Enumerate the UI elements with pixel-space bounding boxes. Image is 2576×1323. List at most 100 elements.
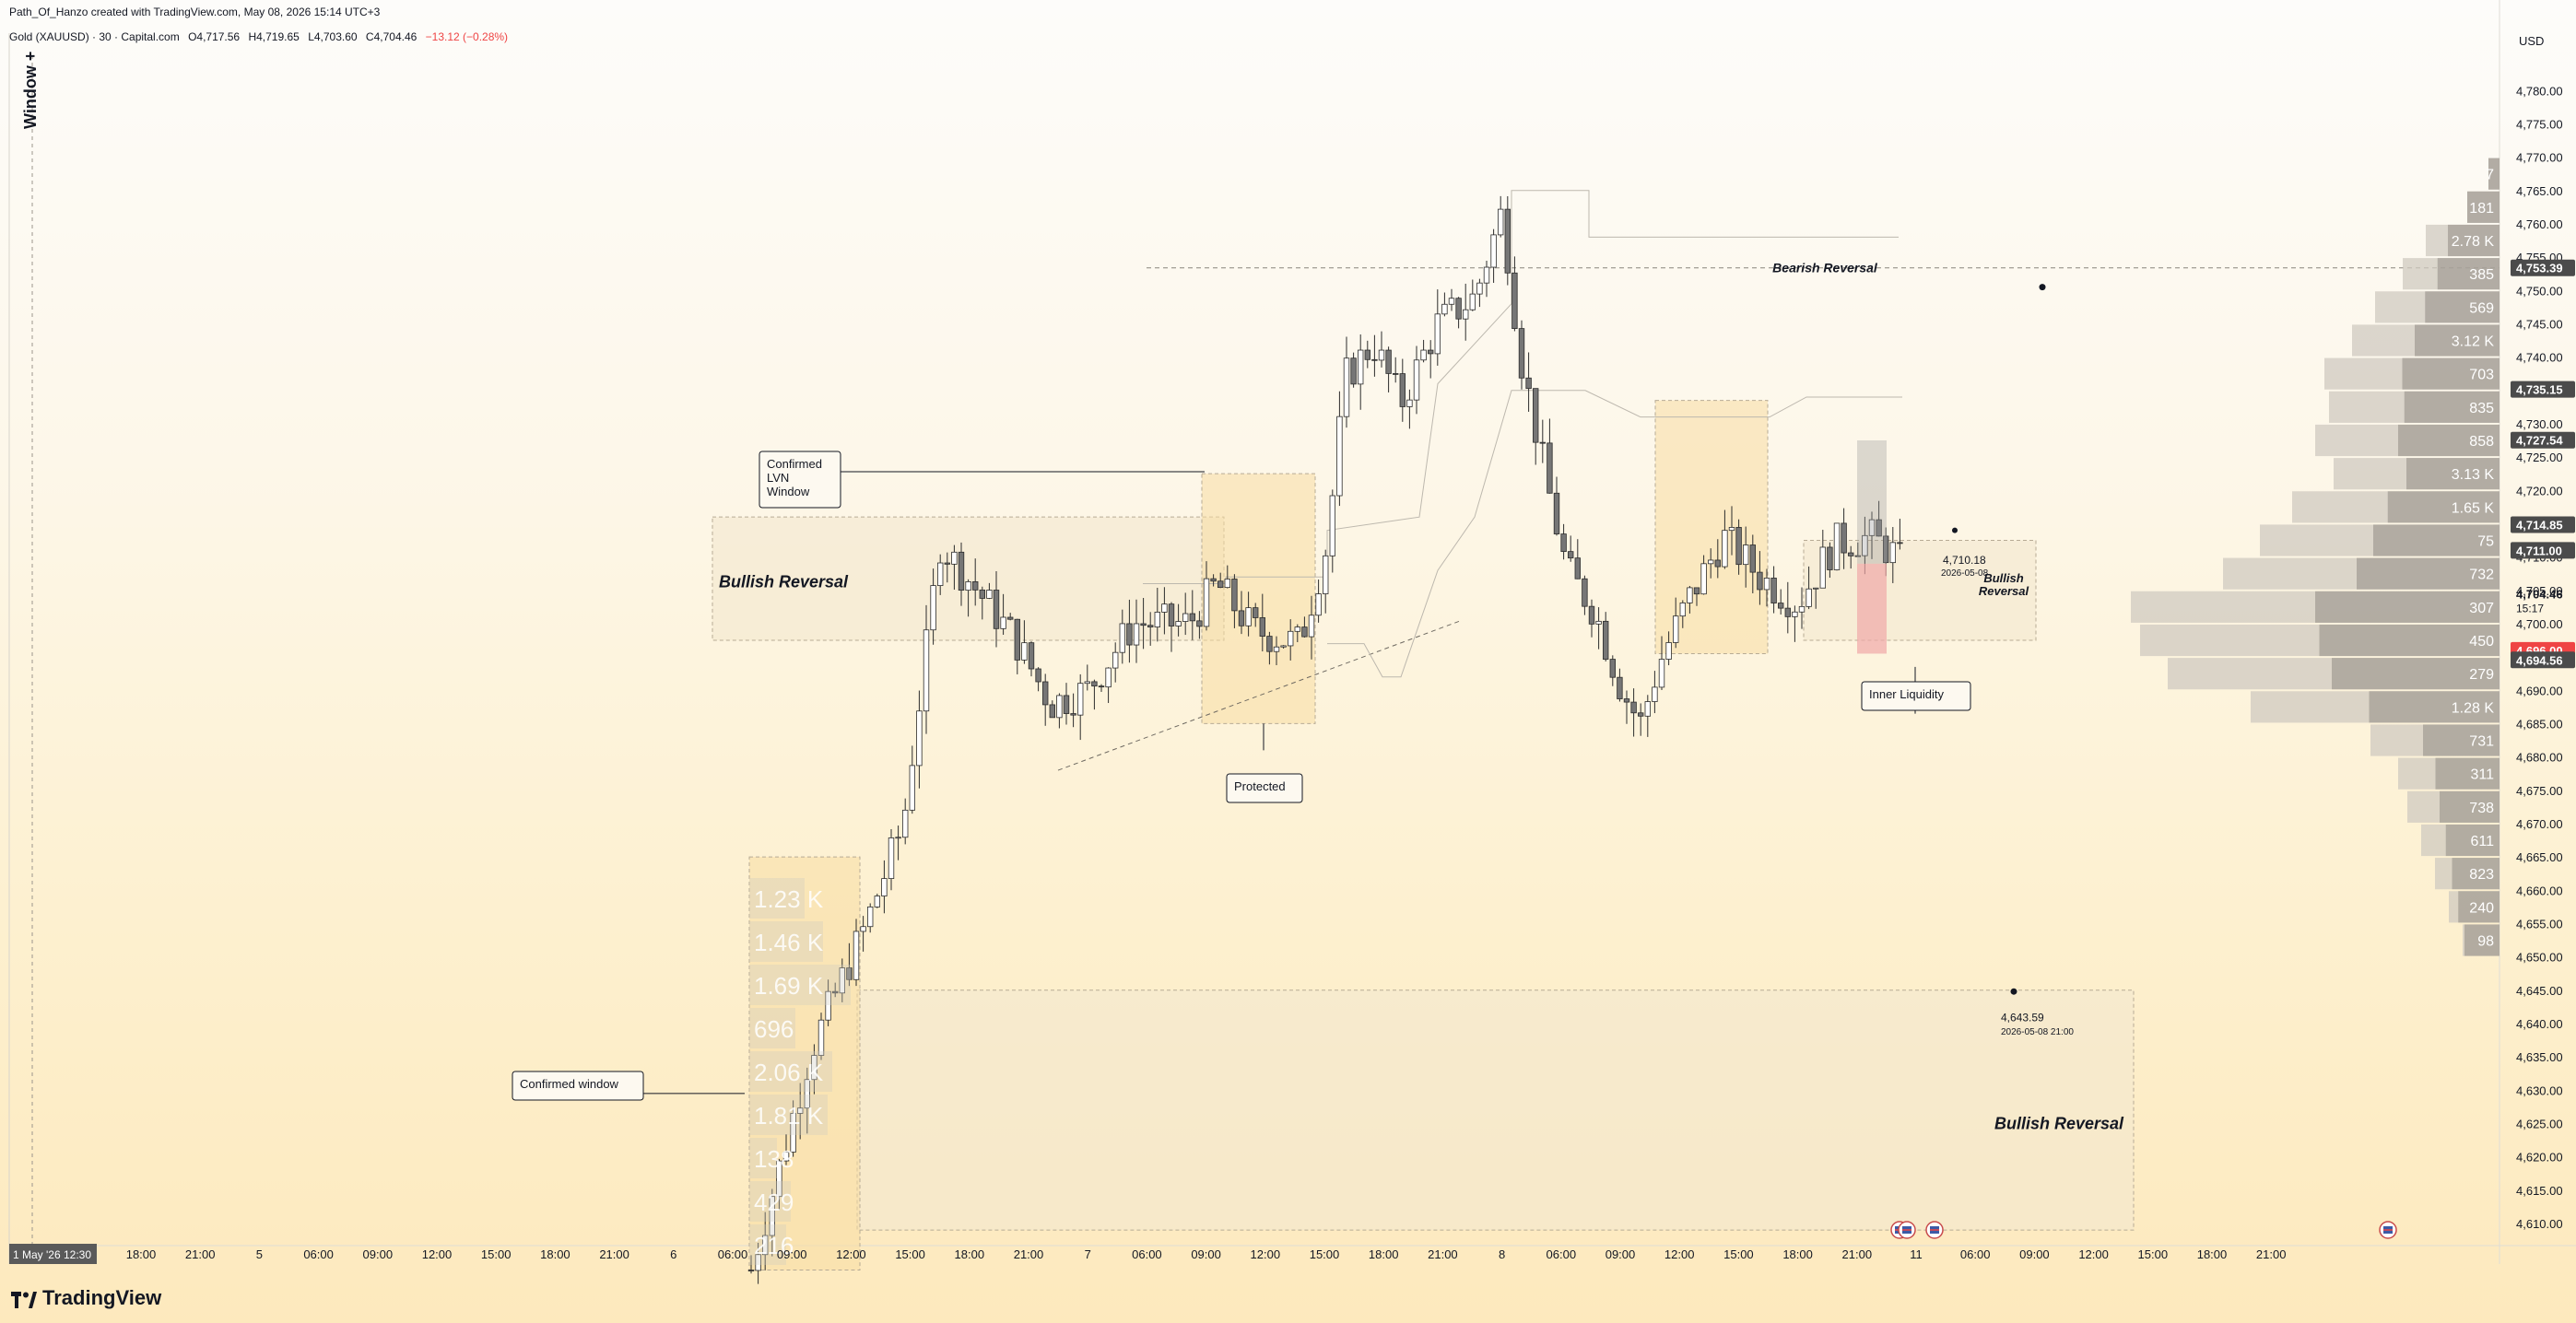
protected-label: Protected: [1226, 773, 1303, 803]
candle: [867, 903, 874, 933]
price-tick: 4,780.00: [2516, 84, 2563, 98]
candle: [930, 568, 936, 645]
candle: [769, 1188, 775, 1257]
candle: [1196, 611, 1203, 639]
candle: [1364, 340, 1370, 369]
candle: [909, 745, 915, 814]
vp-volume-label: 1.46 K: [754, 929, 824, 956]
candle: [1161, 587, 1168, 635]
economic-event-icon[interactable]: [1925, 1221, 1944, 1239]
price-tick: 4,705.00: [2516, 584, 2563, 598]
candle-body: [951, 551, 958, 565]
price-label-text: 4,714.85: [2516, 519, 2563, 533]
vp-bar-total: [749, 1224, 786, 1265]
candle: [1231, 574, 1238, 628]
candle: [1077, 673, 1084, 741]
candle: [923, 604, 930, 734]
candle-body: [916, 710, 923, 767]
candle: [1308, 595, 1315, 660]
candle: [1728, 506, 1735, 556]
price-tick: 4,665.00: [2516, 850, 2563, 864]
price-tick: 4,640.00: [2516, 1017, 2563, 1031]
candle-body: [1568, 551, 1574, 559]
time-tick: 15:00: [1723, 1247, 1754, 1261]
symbol-name[interactable]: Gold (XAUUSD) · 30 · Capital.com: [9, 30, 180, 43]
candle-body: [1196, 620, 1203, 627]
candle-body: [1448, 298, 1455, 305]
candle: [1378, 331, 1385, 368]
candle: [881, 860, 888, 914]
candle: [1574, 539, 1581, 580]
price-tick: 4,655.00: [2516, 917, 2563, 931]
candle-body: [965, 581, 971, 591]
label-text: Confirmed: [767, 457, 822, 471]
candle: [944, 552, 950, 583]
candle-body: [1091, 681, 1098, 687]
point-b-dot: [2010, 988, 2017, 995]
price-label-bg: [2511, 542, 2575, 559]
price-tick: 4,685.00: [2516, 717, 2563, 731]
candle-body: [762, 1235, 769, 1256]
candle: [1021, 620, 1028, 664]
candle-body: [867, 906, 874, 928]
candle-body: [909, 765, 915, 811]
time-tick: 09:00: [1191, 1247, 1221, 1261]
candle-body: [1665, 642, 1672, 660]
candle-body: [747, 1270, 755, 1271]
vp-bar-delta: [2406, 458, 2500, 490]
candle-body: [1778, 603, 1784, 609]
vp-bar-delta: [2445, 824, 2500, 857]
price-tick: 4,625.00: [2516, 1117, 2563, 1130]
candle-body: [1259, 617, 1265, 637]
price-tick: 4,645.00: [2516, 984, 2563, 998]
candle-body: [1147, 625, 1154, 627]
candle: [817, 1013, 825, 1060]
time-tick: 8: [1499, 1247, 1505, 1261]
candle-body: [1140, 623, 1147, 626]
volume-profile-bar: 3.12 K: [2352, 324, 2500, 357]
vp-volume-label: 311: [2470, 767, 2494, 783]
candle-body: [1714, 559, 1721, 568]
price-label: 4,694.56: [2511, 651, 2575, 669]
vp-bar-total: [749, 878, 805, 919]
economic-event-icon[interactable]: [1898, 1221, 1916, 1239]
window-toggle-label[interactable]: Window +: [21, 51, 40, 129]
candle-body: [1483, 266, 1490, 284]
candle: [916, 690, 923, 789]
candle: [1638, 703, 1644, 736]
candle: [832, 982, 839, 998]
vp-volume-label: 835: [2469, 401, 2494, 416]
candle: [1700, 555, 1707, 595]
time-tick: 06:00: [1547, 1247, 1577, 1261]
vp-volume-label: 2.06 K: [754, 1059, 824, 1086]
candle-body: [1056, 695, 1063, 719]
candle-body: [846, 967, 853, 980]
candle-body: [1000, 616, 1006, 629]
symbol-legend[interactable]: Gold (XAUUSD) · 30 · Capital.com O4,717.…: [9, 30, 513, 43]
vp-volume-label: 98: [2477, 934, 2494, 950]
volume-profile-bar: 732: [2223, 557, 2500, 590]
time-tick: 21:00: [185, 1247, 216, 1261]
currency-label[interactable]: USD: [2519, 34, 2545, 48]
candle-body: [1420, 349, 1427, 361]
candle: [1238, 591, 1245, 635]
candle-body: [1203, 578, 1210, 627]
vp-bar-delta: [2423, 724, 2500, 756]
price-label-text: 4,711.00: [2516, 544, 2562, 557]
volume-profile-bar: 240: [2449, 891, 2500, 923]
candle-body: [797, 1107, 804, 1114]
candle: [1876, 500, 1882, 537]
candle: [1868, 511, 1876, 559]
candle-body: [1876, 519, 1882, 537]
vp-volume-label: 611: [2470, 834, 2494, 849]
candle: [1498, 195, 1504, 238]
candle: [1428, 340, 1434, 379]
time-tick: 12:00: [1664, 1247, 1695, 1261]
candle: [1609, 655, 1616, 686]
tradingview-logo-icon: [11, 1290, 37, 1308]
economic-event-icon[interactable]: [2379, 1221, 2397, 1239]
candle-body: [1266, 636, 1273, 652]
candle: [972, 558, 979, 606]
